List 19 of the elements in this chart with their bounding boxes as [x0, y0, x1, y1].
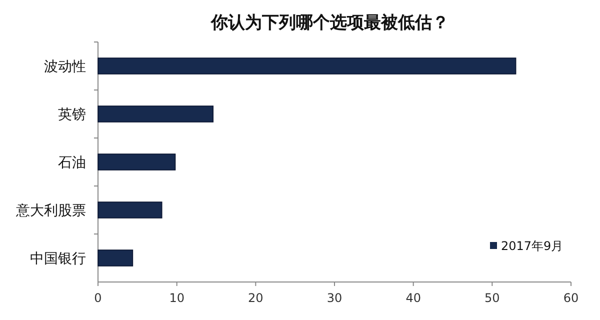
y-tick-label: 英镑	[58, 107, 86, 123]
y-tick-label: 意大利股票	[15, 203, 86, 219]
y-tick-label: 中国银行	[30, 251, 86, 267]
y-tick-label: 波动性	[44, 59, 86, 75]
x-tick-label: 50	[484, 291, 500, 305]
x-tick-label: 30	[326, 291, 342, 305]
bar	[98, 154, 176, 170]
x-tick-label: 60	[563, 291, 579, 305]
y-tick-label: 石油	[58, 155, 86, 171]
bar	[98, 250, 134, 266]
bar	[98, 106, 214, 122]
bar	[98, 58, 516, 74]
x-tick-label: 20	[248, 291, 264, 305]
x-tick-label: 10	[169, 291, 184, 305]
bar	[98, 202, 162, 218]
x-tick-label: 40	[406, 291, 421, 305]
x-tick-label: 0	[94, 291, 102, 305]
legend-label: 2017年9月	[501, 239, 564, 253]
chart-title: 你认为下列哪个选项最被低估？	[210, 13, 449, 33]
